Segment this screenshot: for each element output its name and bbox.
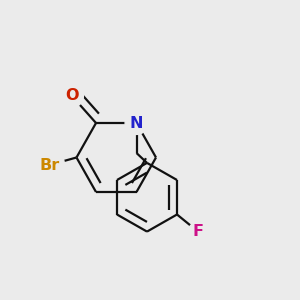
Text: Br: Br [39,158,60,172]
Circle shape [61,85,83,107]
Text: N: N [130,116,143,130]
Text: O: O [65,88,79,104]
Text: F: F [193,224,203,239]
Circle shape [125,112,148,134]
Circle shape [34,150,64,180]
Circle shape [188,222,208,241]
